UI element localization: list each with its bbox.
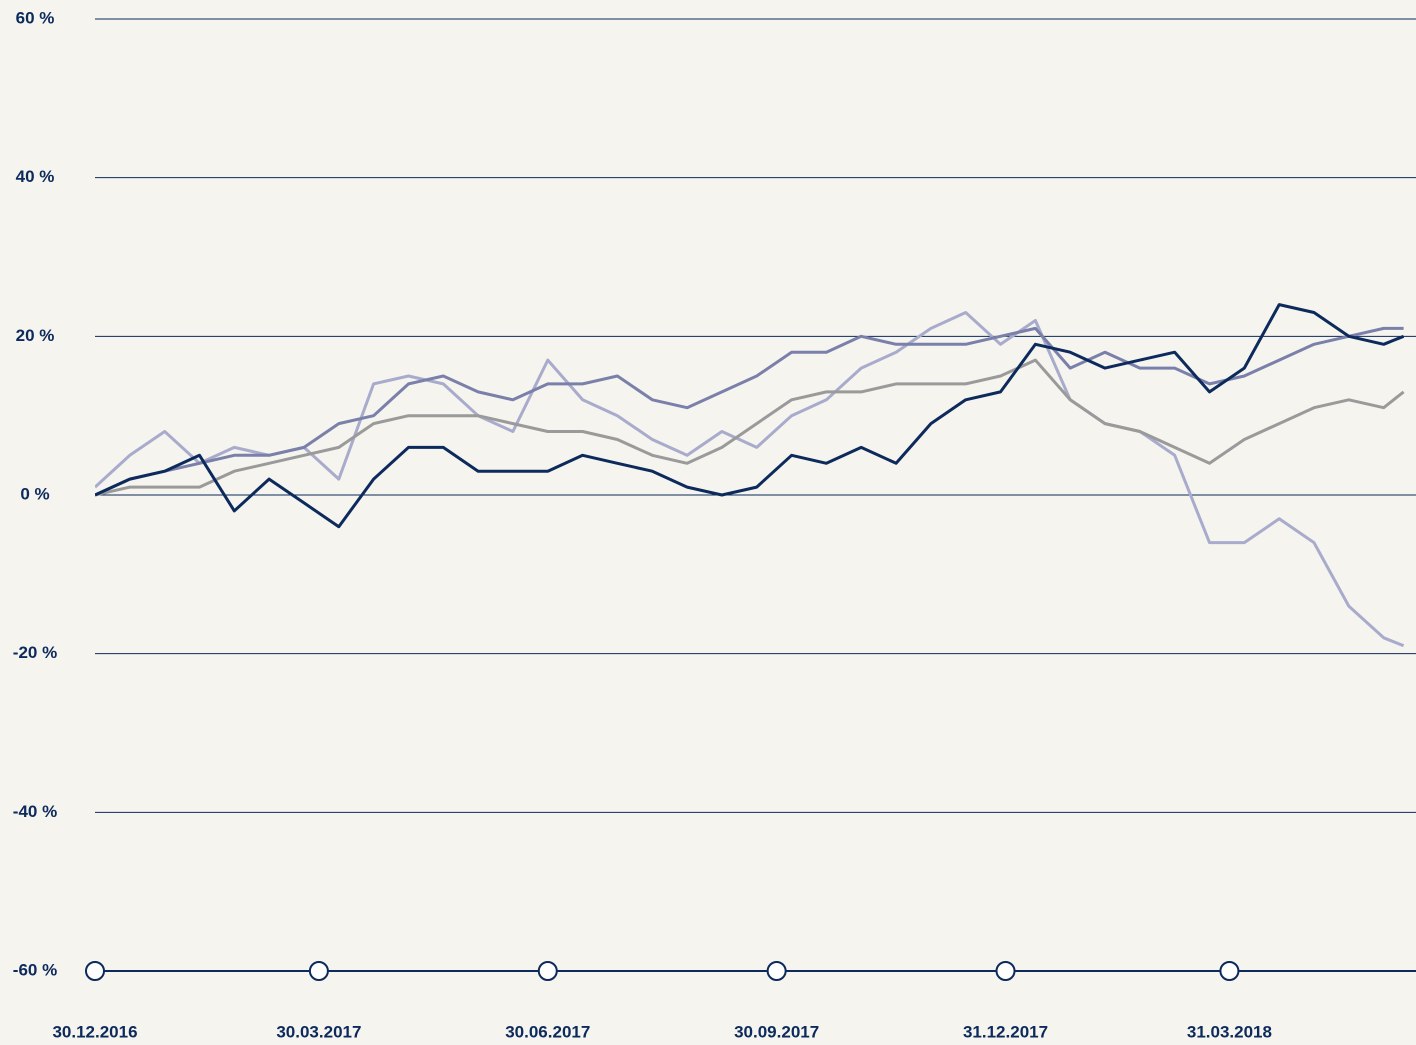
y-tick-label: 0 % [20, 484, 49, 503]
y-tick-label: -60 % [13, 960, 57, 979]
x-tick-marker [995, 961, 1016, 981]
x-tick-marker [85, 961, 105, 981]
x-tick-label: 31.03.2018 [1187, 1022, 1272, 1041]
series-line [95, 326, 1404, 497]
y-tick-label: -40 % [13, 802, 57, 821]
series-line [95, 358, 1405, 497]
y-tick-label: 40 % [16, 167, 55, 186]
x-tick-marker [308, 961, 329, 981]
x-tick-marker [766, 961, 787, 981]
series-line [95, 303, 1405, 529]
x-tick-marker [537, 961, 558, 981]
x-tick-marker [1219, 961, 1240, 981]
x-tick-label: 31.12.2017 [963, 1022, 1048, 1041]
x-tick-label: 30.03.2017 [276, 1022, 361, 1041]
y-tick-label: 20 % [16, 326, 55, 345]
x-tick-label: 30.12.2016 [52, 1022, 137, 1041]
x-tick-label: 30.06.2017 [505, 1022, 590, 1041]
x-tick-label: 30.09.2017 [734, 1022, 819, 1041]
y-tick-label: -20 % [13, 643, 57, 662]
series-line [95, 311, 1405, 648]
y-tick-label: 60 % [16, 8, 55, 27]
